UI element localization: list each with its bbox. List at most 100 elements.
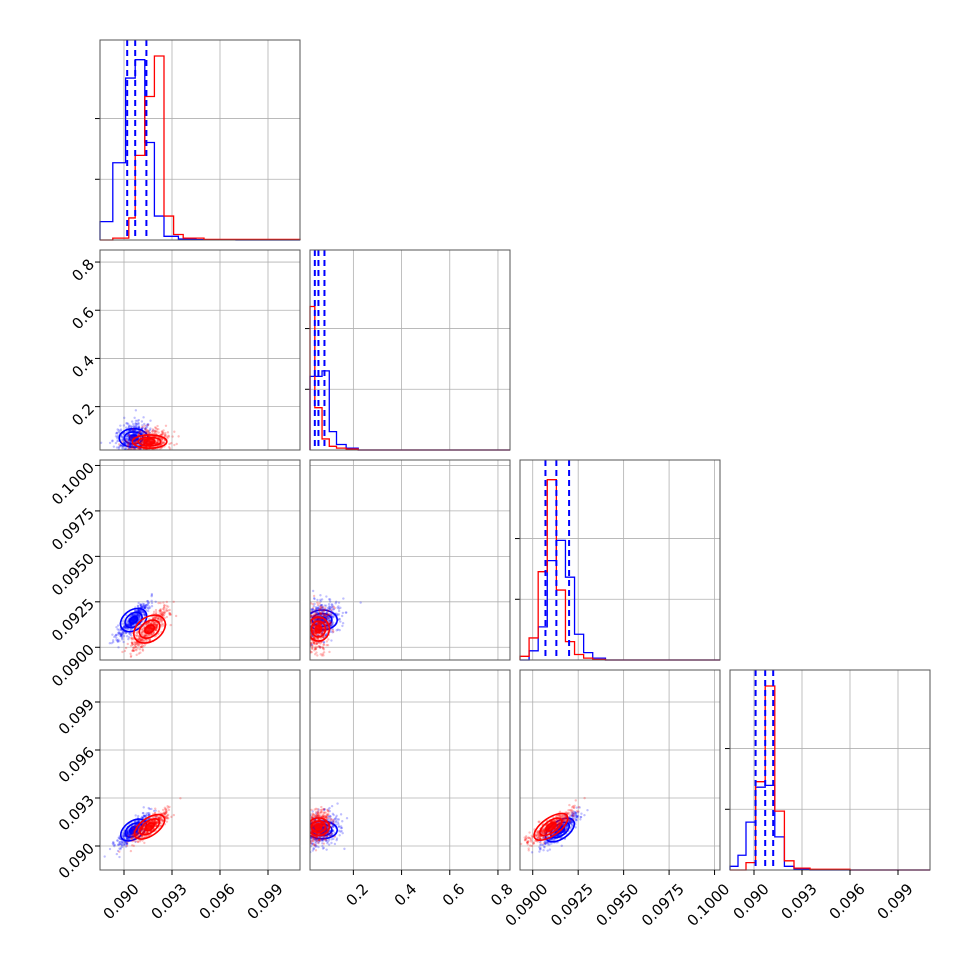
red-scatter-point xyxy=(312,619,316,622)
blue-scatter-point xyxy=(315,622,318,625)
blue-scatter-point xyxy=(575,815,579,818)
red-scatter-point xyxy=(165,607,168,610)
blue-scatter-point xyxy=(125,843,129,846)
blue-scatter-point xyxy=(119,428,123,431)
blue-scatter-point xyxy=(120,633,123,636)
blue-scatter-point xyxy=(138,615,142,619)
blue-scatter-point xyxy=(119,842,123,846)
red-scatter-point xyxy=(314,814,318,817)
red-scatter-point xyxy=(135,631,138,634)
blue-scatter-point xyxy=(130,420,134,423)
red-scatter-point xyxy=(161,441,165,444)
red-scatter-point xyxy=(322,815,326,818)
red-scatter-point xyxy=(164,434,167,437)
red-scatter-point xyxy=(141,441,144,444)
red-scatter-point xyxy=(141,839,144,842)
red-scatter-point xyxy=(141,827,144,830)
red-scatter-point xyxy=(154,822,158,826)
red-scatter-point xyxy=(320,654,324,657)
red-scatter-point xyxy=(143,634,147,638)
red-scatter-point xyxy=(131,649,134,652)
red-scatter-point xyxy=(130,834,133,837)
blue-scatter-point xyxy=(118,841,121,844)
blue-scatter-point xyxy=(119,634,123,637)
red-scatter-point xyxy=(315,613,318,616)
red-scatter-point xyxy=(322,811,326,815)
red-histogram xyxy=(100,55,301,241)
red-scatter-point xyxy=(120,440,124,443)
blue-scatter-point xyxy=(327,607,331,611)
red-scatter-point xyxy=(333,606,337,610)
red-scatter-point xyxy=(312,641,316,645)
red-scatter-point xyxy=(127,447,130,450)
blue-scatter-point xyxy=(324,604,328,607)
blue-scatter-point xyxy=(339,826,343,830)
blue-scatter-point xyxy=(126,831,129,834)
blue-scatter-point xyxy=(127,424,131,427)
red-scatter-point xyxy=(151,430,154,433)
blue-scatter-point xyxy=(129,615,132,618)
blue-scatter-point xyxy=(138,610,141,613)
red-scatter-point xyxy=(155,821,158,824)
blue-scatter-point xyxy=(141,602,144,606)
blue-scatter-point xyxy=(336,606,339,609)
red-scatter-point xyxy=(164,808,168,812)
red-scatter-point xyxy=(131,447,134,450)
red-scatter-point xyxy=(163,610,166,614)
red-scatter-point xyxy=(136,626,140,629)
blue-scatter-point xyxy=(328,607,332,611)
blue-scatter-point xyxy=(119,837,122,841)
red-scatter-point xyxy=(142,831,145,835)
red-scatter-point xyxy=(156,816,159,819)
blue-scatter-point xyxy=(327,603,331,606)
blue-scatter-point xyxy=(331,623,335,627)
blue-scatter-point xyxy=(538,850,541,853)
red-scatter-point xyxy=(168,447,172,450)
red-scatter-point xyxy=(154,608,158,612)
red-scatter-point xyxy=(154,822,157,826)
blue-scatter-point xyxy=(140,427,143,430)
red-scatter-point xyxy=(172,600,175,604)
red-scatter-point xyxy=(131,648,135,652)
red-scatter-point xyxy=(322,609,326,612)
blue-scatter-point xyxy=(557,833,561,837)
blue-scatter-point xyxy=(334,821,338,824)
red-scatter-point xyxy=(319,605,323,608)
red-scatter-point xyxy=(151,632,155,635)
blue-scatter-point xyxy=(316,622,319,625)
red-scatter-point xyxy=(150,819,154,823)
blue-scatter-point xyxy=(330,838,333,841)
red-scatter-point xyxy=(322,648,326,651)
red-scatter-point xyxy=(316,814,320,818)
blue-scatter-point xyxy=(573,812,576,816)
blue-scatter-point xyxy=(129,834,133,837)
red-scatter-point xyxy=(154,629,158,632)
blue-scatter-point xyxy=(575,818,578,822)
blue-scatter-point xyxy=(310,614,313,618)
red-contour xyxy=(133,813,166,840)
red-scatter-point xyxy=(164,815,167,818)
blue-scatter-point xyxy=(115,431,119,435)
red-scatter-point xyxy=(161,607,165,611)
red-scatter-point xyxy=(321,837,324,841)
red-scatter-point xyxy=(138,637,141,641)
blue-scatter-point xyxy=(564,826,568,829)
blue-scatter-point xyxy=(122,424,126,427)
blue-scatter-point xyxy=(314,842,318,845)
red-scatter-point xyxy=(143,831,146,834)
blue-scatter-point xyxy=(310,845,313,848)
red-scatter-point xyxy=(137,638,141,641)
blue-scatter-point xyxy=(122,441,126,445)
blue-scatter-point xyxy=(130,614,134,617)
red-scatter-point xyxy=(141,638,145,641)
red-scatter-point xyxy=(315,812,318,815)
red-scatter-point xyxy=(312,827,315,830)
blue-scatter-point xyxy=(125,437,129,440)
blue-scatter-point xyxy=(340,829,343,833)
blue-scatter-point xyxy=(116,627,119,631)
blue-scatter-point xyxy=(538,846,541,849)
red-scatter-point xyxy=(145,633,148,637)
blue-scatter-point xyxy=(117,631,121,634)
blue-scatter-point xyxy=(127,832,130,835)
red-scatter-point xyxy=(319,653,322,656)
